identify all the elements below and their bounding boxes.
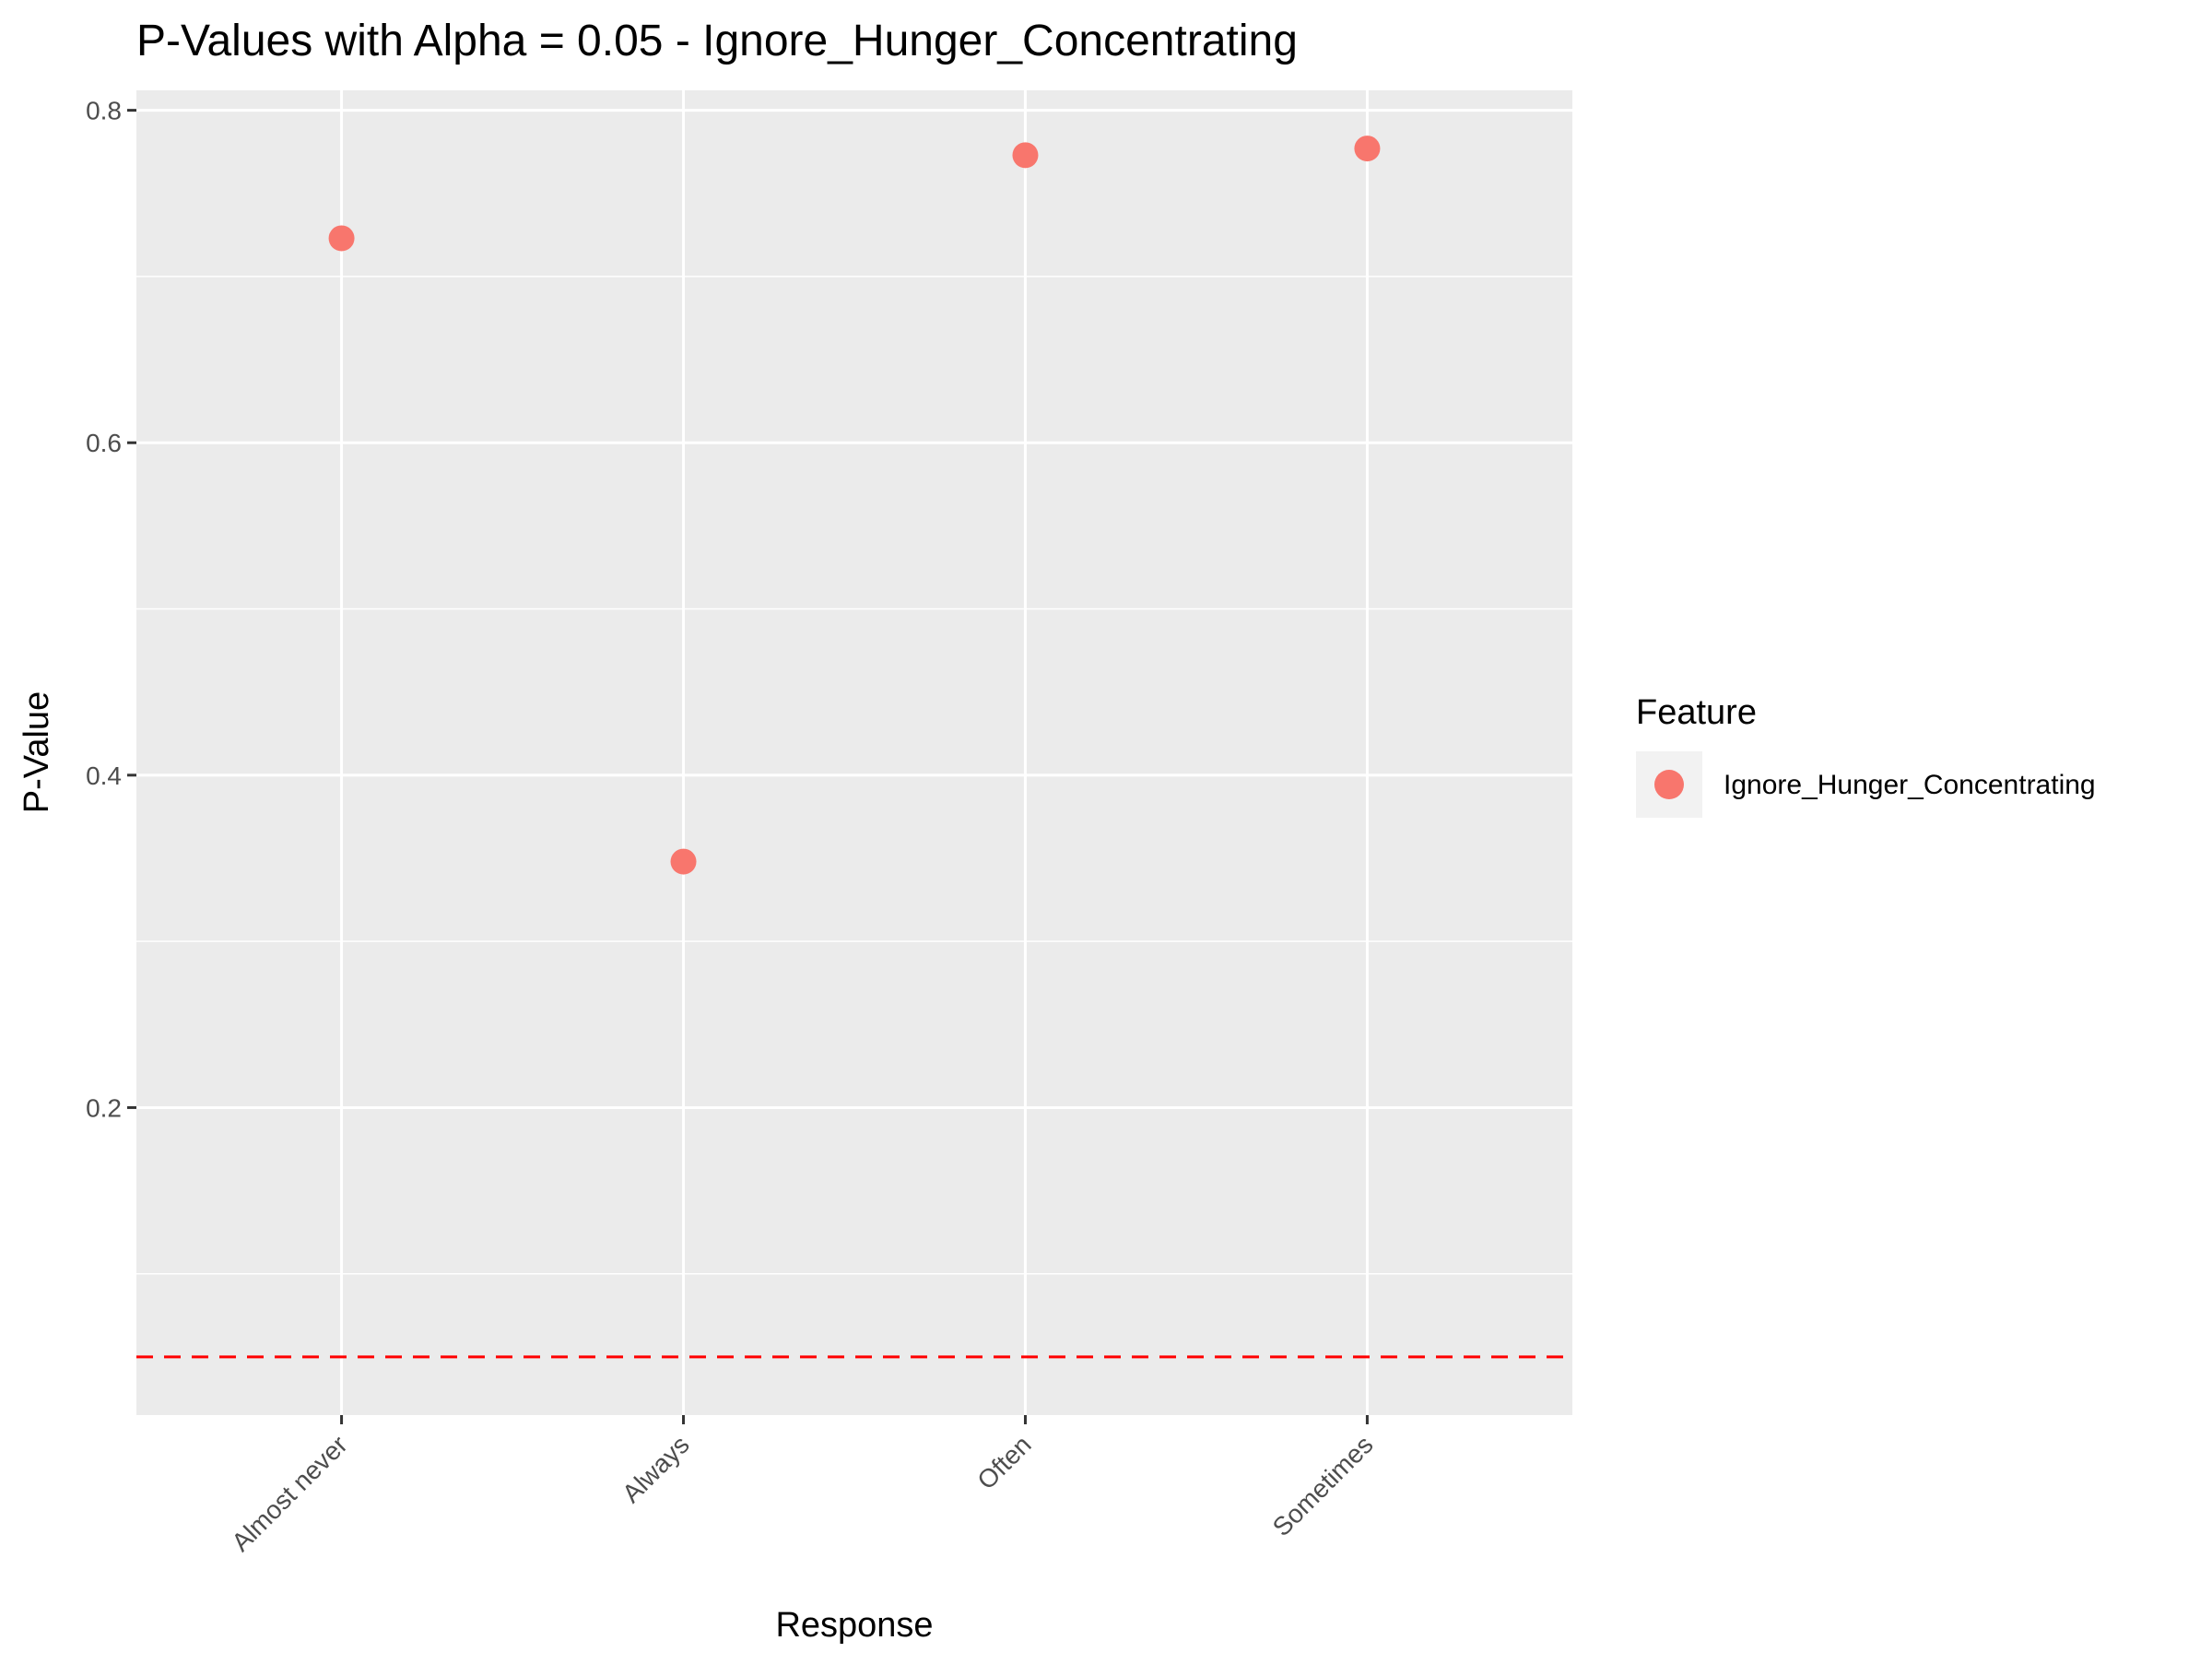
chart-title: P-Values with Alpha = 0.05 - Ignore_Hung…	[136, 17, 1298, 65]
minor-gridlines	[136, 276, 1572, 1275]
y-tick-label: 0.8	[86, 97, 122, 125]
legend-key-marker	[1654, 770, 1684, 799]
data-points	[328, 136, 1381, 875]
data-point	[670, 848, 697, 875]
legend-title: Feature	[1636, 693, 1757, 732]
legend: Feature Ignore_Hunger_Concentrating	[1636, 693, 2096, 818]
data-point	[328, 225, 355, 252]
plot-panel	[136, 90, 1572, 1415]
y-axis: 0.2 0.4 0.6 0.8	[86, 97, 136, 1122]
data-point	[1354, 136, 1381, 162]
legend-keys: Ignore_Hunger_Concentrating	[1636, 751, 2096, 818]
x-axis-title: Response	[775, 1606, 933, 1645]
y-tick-label: 0.2	[86, 1093, 122, 1122]
data-point	[1012, 142, 1039, 169]
major-gridlines	[136, 90, 1572, 1415]
y-tick-label: 0.6	[86, 429, 122, 457]
legend-entry-label: Ignore_Hunger_Concentrating	[1724, 770, 2096, 800]
y-axis-title: P-Value	[18, 691, 56, 813]
y-tick-label: 0.4	[86, 761, 122, 790]
